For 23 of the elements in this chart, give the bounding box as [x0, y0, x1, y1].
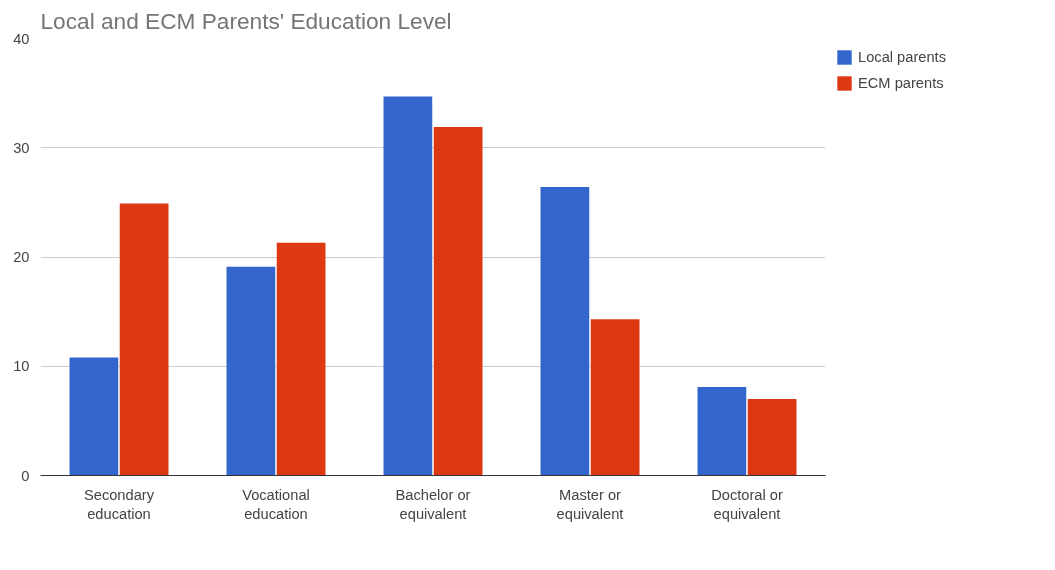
x-tick-label: Vocational education: [242, 486, 310, 522]
y-tick-label: 30: [13, 139, 30, 156]
chart-title: Local and ECM Parents' Education Level: [40, 7, 452, 34]
x-tick-label: Secondary education: [83, 486, 155, 522]
y-tick-label: 0: [21, 467, 30, 484]
bar: [69, 357, 119, 476]
bar: [119, 203, 169, 476]
x-tick-label: Master or equivalent: [556, 486, 624, 522]
bar: [276, 242, 326, 476]
bar: [697, 387, 747, 476]
y-tick-label: 40: [13, 30, 30, 47]
bar: [226, 266, 276, 476]
y-tick-label: 10: [13, 358, 30, 375]
x-tick-label: Doctoral or equivalent: [711, 486, 783, 522]
y-tick-label: 20: [13, 249, 30, 265]
bar: [540, 187, 590, 476]
legend-label: Local parents: [858, 49, 946, 65]
x-tick-label: Bachelor or equivalent: [395, 486, 471, 522]
bar: [747, 399, 797, 476]
bar: [590, 319, 640, 476]
bar: [433, 126, 483, 476]
bar: [383, 96, 433, 476]
legend-label: ECM parents: [858, 75, 944, 91]
